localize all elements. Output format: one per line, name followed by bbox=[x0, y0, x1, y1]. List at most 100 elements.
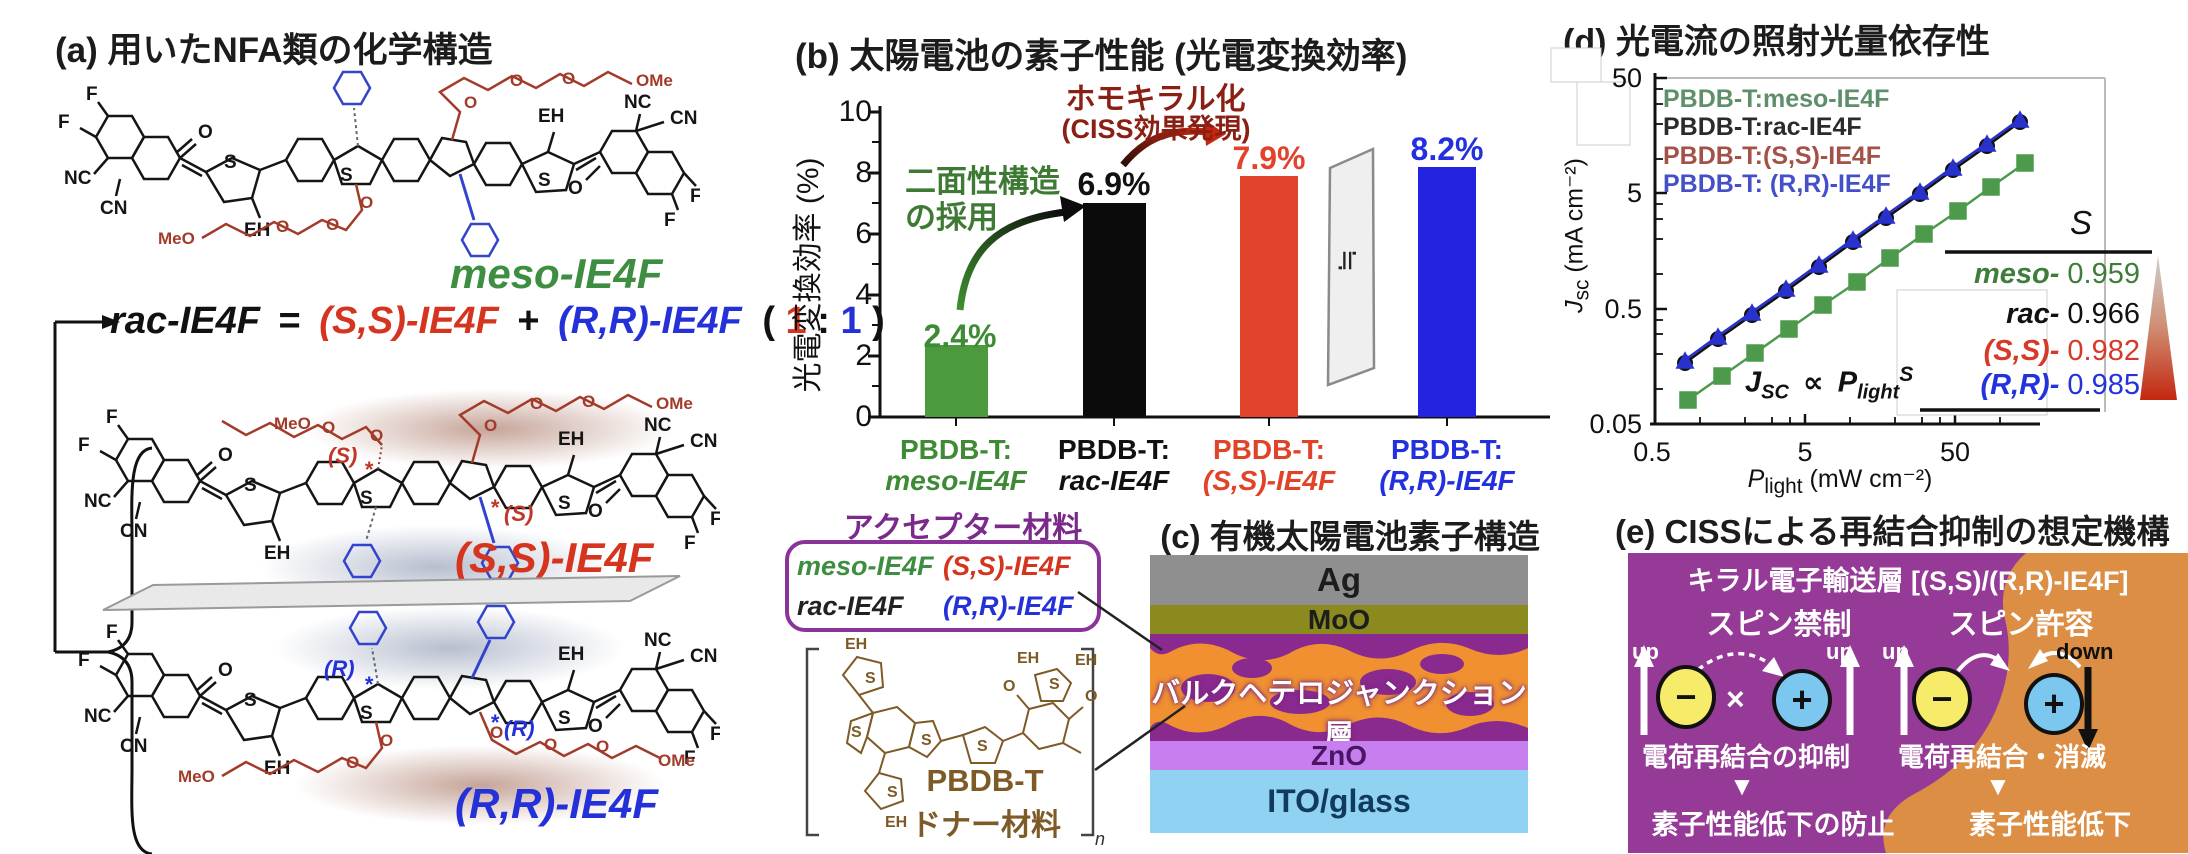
bracket-graphic bbox=[53, 315, 153, 854]
electron-circle: − bbox=[1912, 667, 1972, 731]
artifact-box bbox=[1576, 81, 1631, 146]
layer-ag: Ag bbox=[1150, 555, 1528, 605]
note-red-line2: (CISS効果発現) bbox=[1061, 114, 1251, 144]
atom-label: O bbox=[370, 426, 383, 445]
d-ytick-50: 50 bbox=[1611, 63, 1642, 93]
layer-zno: ZnO bbox=[1150, 740, 1528, 771]
polymer-n: n bbox=[1095, 829, 1105, 849]
forbidden-cross: × bbox=[1726, 681, 1745, 717]
atom-label: O bbox=[562, 69, 575, 88]
pbdbt-name: PBDB-T bbox=[926, 763, 1044, 798]
atom-label: EH bbox=[1017, 650, 1039, 667]
d-ylabel: Jsc (mA cm⁻²) bbox=[1560, 158, 1594, 313]
atom-label: EH bbox=[845, 636, 867, 653]
acceptor-title: アクセプター材料 bbox=[843, 512, 1083, 545]
device-stack: Ag MoO バルクヘテロジャンクション層 ZnO ITO/glass bbox=[1150, 555, 1528, 833]
bar-chart bbox=[868, 106, 1550, 426]
bar-rac bbox=[1083, 203, 1146, 417]
d-xtick-50: 50 bbox=[1939, 437, 1971, 467]
eq-one-blue: 1 bbox=[840, 300, 862, 342]
stereo-star: * bbox=[364, 457, 374, 482]
atom-label: MeO bbox=[274, 414, 311, 433]
spin-forbidden-label: スピン禁制 bbox=[1706, 609, 1852, 641]
hole-circle: + bbox=[1772, 669, 1832, 731]
note-red-line1: ホモキラル化 bbox=[1065, 83, 1246, 116]
atom-label: O bbox=[544, 735, 557, 754]
atom-label: S bbox=[921, 732, 932, 749]
bar-cat-meso: PBDB-T: meso-IE4F bbox=[885, 434, 1027, 496]
spin-up-label: up bbox=[1882, 639, 1909, 664]
acceptor-meso: meso-IE4F bbox=[797, 550, 934, 581]
s-table-header: S bbox=[2070, 204, 2093, 241]
b-ytick-0: 0 bbox=[855, 400, 872, 433]
s-row-meso: meso- 0.959 bbox=[1973, 258, 2140, 290]
atom-label: O bbox=[276, 217, 289, 236]
atom-label: O bbox=[582, 392, 595, 411]
eq-colon: : bbox=[817, 300, 830, 342]
recombination-occurs-label: 電荷再結合・消滅 bbox=[1897, 742, 2106, 772]
atom-label: O bbox=[322, 418, 335, 437]
mirror-pane-approx bbox=[1326, 147, 1376, 387]
acceptor-rac: rac-IE4F bbox=[797, 590, 904, 621]
eq-ss: (S,S)-IE4F bbox=[319, 300, 499, 342]
atom-label: O bbox=[346, 753, 359, 772]
panel-a-title: (a) 用いたNFA類の化学構造 bbox=[55, 31, 493, 70]
down-triangle: ▼ bbox=[1729, 771, 1755, 801]
b-ytick-6: 6 bbox=[855, 217, 872, 250]
molecule-rr: O O MeO O O O OMe (R) * * (R) bbox=[76, 604, 720, 825]
b-ytick-10: 10 bbox=[838, 95, 872, 128]
d-legend-rac: PBDB-T:rac-IE4F bbox=[1663, 113, 1862, 141]
layer-ito: ITO/glass bbox=[1150, 770, 1528, 833]
bar-ss bbox=[1240, 176, 1298, 417]
bar-value-rac: 6.9% bbox=[1077, 166, 1151, 202]
d-xlabel: Plight (mW cm⁻²) bbox=[1747, 465, 1933, 498]
d-ytick-005: 0.05 bbox=[1589, 409, 1642, 439]
d-ytick-05: 0.5 bbox=[1604, 294, 1642, 324]
ciss-mechanism-panel: キラル電子輸送層 [(S,S)/(R,R)-IE4F] スピン禁制 スピン許容 … bbox=[1628, 553, 2188, 853]
stereo-label-r: (R) bbox=[504, 716, 535, 741]
atom-label: O bbox=[596, 737, 609, 756]
panel-d-title: (d) 光電流の照射光量依存性 bbox=[1563, 23, 1990, 61]
atom-label: O bbox=[360, 193, 373, 212]
recombination-suppressed-label: 電荷再結合の抑制 bbox=[1641, 742, 1850, 772]
stereo-star: * bbox=[364, 672, 374, 697]
molecule-label-meso: meso-IE4F bbox=[450, 250, 663, 297]
note-green-line2: の採用 bbox=[905, 200, 998, 235]
s-row-rac: rac- 0.966 bbox=[2006, 298, 2140, 330]
stereo-star: * bbox=[490, 495, 500, 520]
atom-label: S bbox=[1049, 676, 1060, 693]
atom-label: S bbox=[865, 670, 876, 687]
electron-circle: − bbox=[1656, 665, 1716, 729]
eq-rr: (R,R)-IE4F bbox=[558, 300, 742, 342]
atom-label: O bbox=[484, 416, 497, 435]
mirror-plane bbox=[102, 575, 681, 611]
pbdbt-structure: EH S S S S EH S O O S EH EH n bbox=[805, 636, 1105, 849]
eq-lhs: rac-IE4F bbox=[110, 300, 260, 342]
d-ytick-5: 5 bbox=[1626, 178, 1642, 208]
stereo-label-r: (R) bbox=[324, 656, 355, 681]
hole-circle: + bbox=[2024, 673, 2084, 735]
atom-label: OMe bbox=[656, 394, 693, 413]
bar-cat-rac: PBDB-T: rac-IE4F bbox=[1058, 434, 1170, 496]
atom-label: O bbox=[464, 93, 477, 112]
atom-label: O bbox=[326, 215, 339, 234]
approx-symbol: ≒ bbox=[1332, 248, 1364, 273]
b-ytick-4: 4 bbox=[855, 278, 872, 311]
pbdbt-role: ドナー材料 bbox=[911, 809, 1061, 842]
chiral-etl-label: キラル電子輸送層 [(S,S)/(R,R)-IE4F] bbox=[1687, 566, 2129, 596]
spin-down-label: down bbox=[2056, 639, 2114, 664]
acceptor-rr: (R,R)-IE4F bbox=[943, 590, 1074, 621]
atom-label: O bbox=[1085, 688, 1097, 705]
power-law-formula: JSC ∝ PlightS bbox=[1745, 363, 1914, 404]
stereo-label-s: (S) bbox=[328, 443, 357, 468]
stereo-star: * bbox=[490, 710, 500, 735]
atom-label: EH bbox=[885, 814, 907, 831]
spin-up-label: up bbox=[1826, 639, 1853, 664]
bar-value-meso: 2.4% bbox=[923, 318, 997, 354]
d-xtick-5: 5 bbox=[1797, 437, 1813, 467]
acceptor-box: meso-IE4F (S,S)-IE4F rac-IE4F (R,R)-IE4F bbox=[785, 540, 1101, 632]
s-row-ss: (S,S)- 0.982 bbox=[1983, 335, 2140, 367]
down-triangle: ▼ bbox=[1985, 771, 2011, 801]
eq-plus: + bbox=[517, 300, 540, 342]
